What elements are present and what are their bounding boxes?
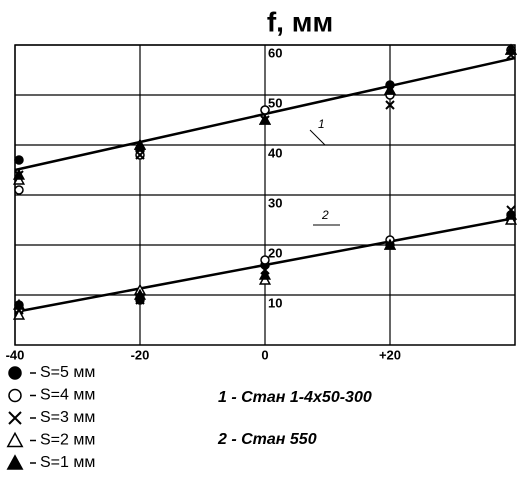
- legend-marker: [6, 454, 24, 470]
- marker: [12, 168, 26, 180]
- marker: [385, 100, 395, 110]
- marker: [12, 298, 26, 310]
- line-label: 1: [318, 117, 325, 131]
- y-tick-label: 40: [268, 145, 282, 160]
- chart-title: f, мм: [267, 6, 333, 37]
- y-tick-label: 10: [268, 295, 282, 310]
- line-label: 2: [321, 208, 329, 222]
- legend-marker: [6, 431, 24, 448]
- legend-marker: [8, 411, 22, 425]
- x-tick-label: -40: [6, 347, 25, 362]
- marker: [383, 238, 397, 250]
- y-tick-label: 20: [268, 245, 282, 260]
- marker: [383, 83, 397, 95]
- marker: [260, 255, 270, 265]
- legend-label: S=5 мм: [40, 364, 95, 381]
- line-caption: 2 - Стан 550: [217, 431, 317, 448]
- marker: [133, 138, 147, 150]
- marker: [258, 113, 272, 125]
- legend-label: S=4 мм: [40, 387, 95, 404]
- marker: [504, 208, 518, 220]
- x-tick-label: -20: [131, 347, 150, 362]
- marker: [12, 308, 26, 320]
- marker: [504, 43, 518, 55]
- y-tick-label: 60: [268, 45, 282, 60]
- x-tick-label: 0: [261, 347, 268, 362]
- leader-line: [309, 129, 326, 146]
- marker: [14, 155, 24, 165]
- marker: [260, 105, 270, 115]
- legend-marker: [8, 366, 22, 380]
- line-caption: 1 - Стан 1-4х50-300: [218, 389, 372, 406]
- y-tick-label: 30: [268, 195, 282, 210]
- y-tick-label: 50: [268, 95, 282, 110]
- legend-label: S=2 мм: [40, 432, 95, 449]
- legend-label: S=3 мм: [40, 409, 95, 426]
- legend-marker: [8, 388, 22, 403]
- marker: [258, 268, 272, 280]
- marker: [14, 185, 24, 195]
- marker: [135, 150, 145, 160]
- marker: [133, 288, 147, 300]
- x-tick-label: +20: [379, 347, 401, 362]
- legend-label: S=1 мм: [40, 454, 95, 471]
